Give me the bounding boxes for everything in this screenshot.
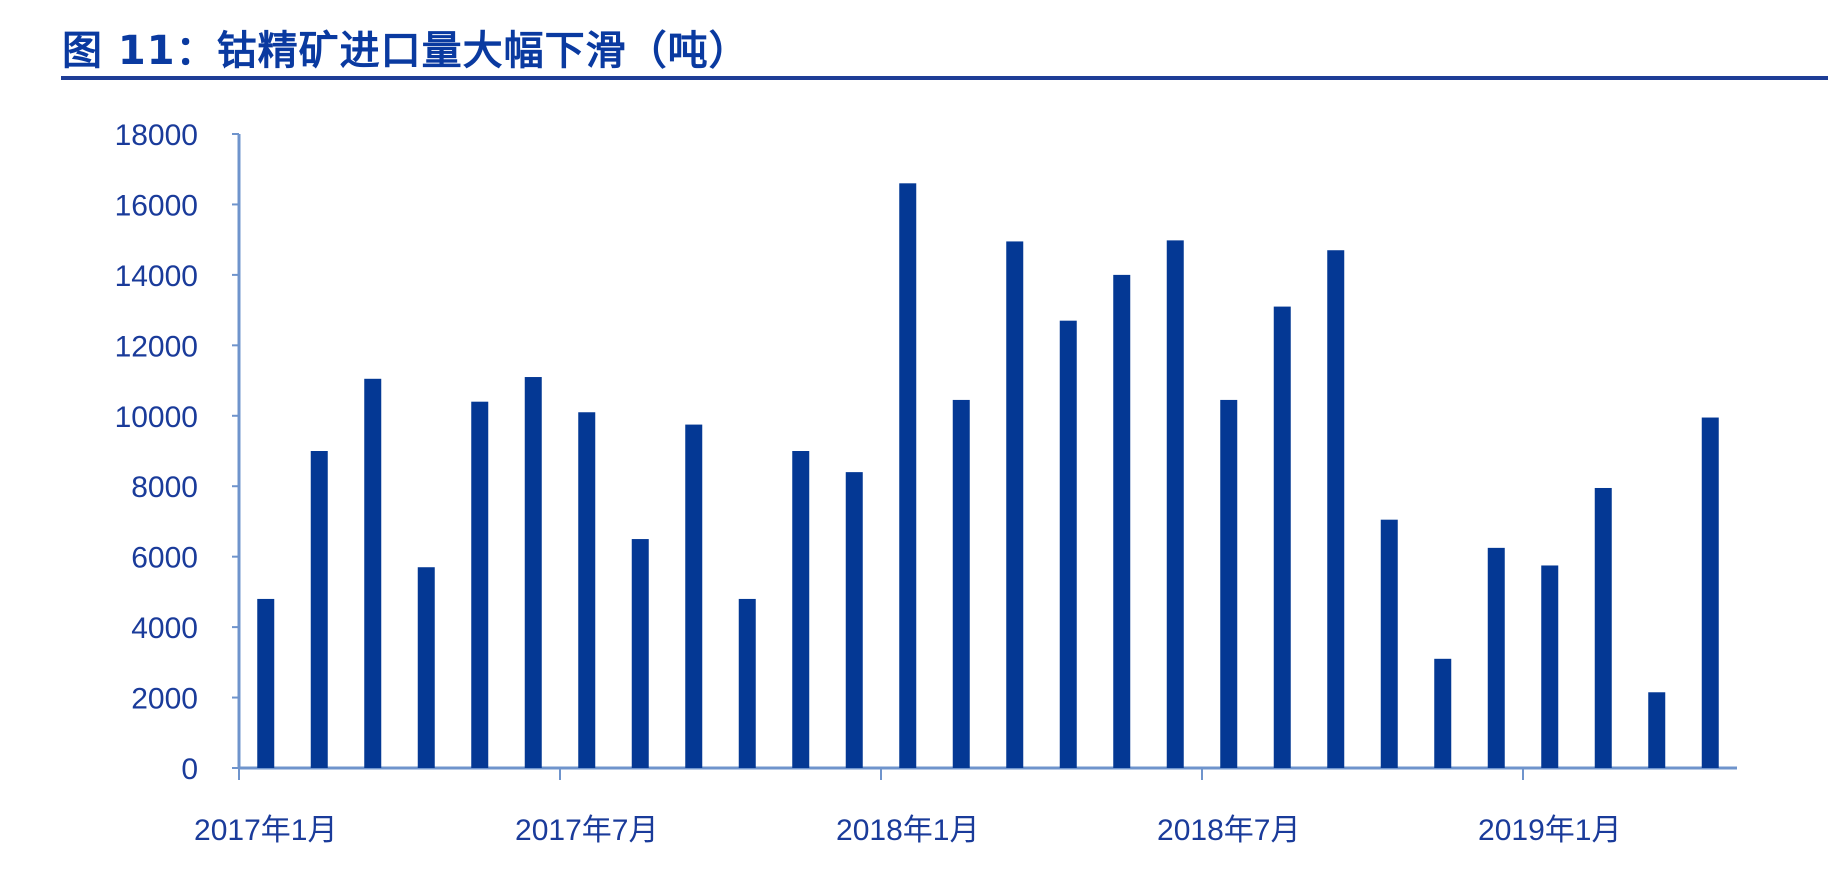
bar-2018-03 xyxy=(1006,241,1024,768)
bar-2018-07 xyxy=(1220,399,1238,768)
bar-2017-12 xyxy=(845,472,863,768)
bar-2019-02 xyxy=(1594,487,1612,768)
bar-2017-04 xyxy=(417,567,435,768)
y-tick-label: 14000 xyxy=(115,260,198,293)
x-tick-label: 2018年7月 xyxy=(1157,814,1300,847)
bar-2018-06 xyxy=(1166,240,1184,769)
y-tick-label: 2000 xyxy=(131,683,198,716)
x-tick-label: 2018年1月 xyxy=(836,814,979,847)
y-tick-label: 0 xyxy=(181,753,198,786)
bar-2018-10 xyxy=(1380,519,1398,768)
x-tick-label: 2017年7月 xyxy=(515,814,658,847)
y-tick-label: 18000 xyxy=(115,119,198,152)
title-rule xyxy=(61,76,1828,80)
bar-2018-09 xyxy=(1327,250,1345,768)
bar-2017-10 xyxy=(738,598,756,768)
bar-2017-06 xyxy=(524,377,542,768)
y-tick-label: 10000 xyxy=(115,401,198,434)
bar-2017-02 xyxy=(310,451,328,768)
bar-2018-08 xyxy=(1273,306,1291,768)
bar-2017-01 xyxy=(257,598,275,768)
bar-2017-03 xyxy=(364,378,382,768)
bar-2018-02 xyxy=(952,399,970,768)
x-tick-label: 2019年1月 xyxy=(1478,814,1621,847)
bar-2018-05 xyxy=(1113,274,1131,768)
y-tick-label: 6000 xyxy=(131,542,198,575)
bar-2019-03 xyxy=(1648,692,1666,768)
bar-2019-04 xyxy=(1701,417,1719,768)
y-tick-label: 4000 xyxy=(131,612,198,645)
y-tick-label: 16000 xyxy=(115,189,198,222)
y-tick-label: 8000 xyxy=(131,471,198,504)
bar-2018-01 xyxy=(899,183,917,769)
chart-title: 图 11：钴精矿进口量大幅下滑（吨） xyxy=(62,28,750,74)
bar-2019-01 xyxy=(1541,565,1559,768)
bar-2018-11 xyxy=(1434,658,1452,768)
bar-2017-11 xyxy=(792,451,810,768)
bar-2017-09 xyxy=(685,424,703,768)
y-tick-label: 12000 xyxy=(115,330,198,363)
bar-2018-12 xyxy=(1487,547,1505,768)
bar-2017-08 xyxy=(631,539,649,768)
bar-2017-05 xyxy=(471,401,489,768)
bar-2017-07 xyxy=(578,412,596,768)
x-tick-label: 2017年1月 xyxy=(194,814,337,847)
bar-2018-04 xyxy=(1059,320,1077,768)
